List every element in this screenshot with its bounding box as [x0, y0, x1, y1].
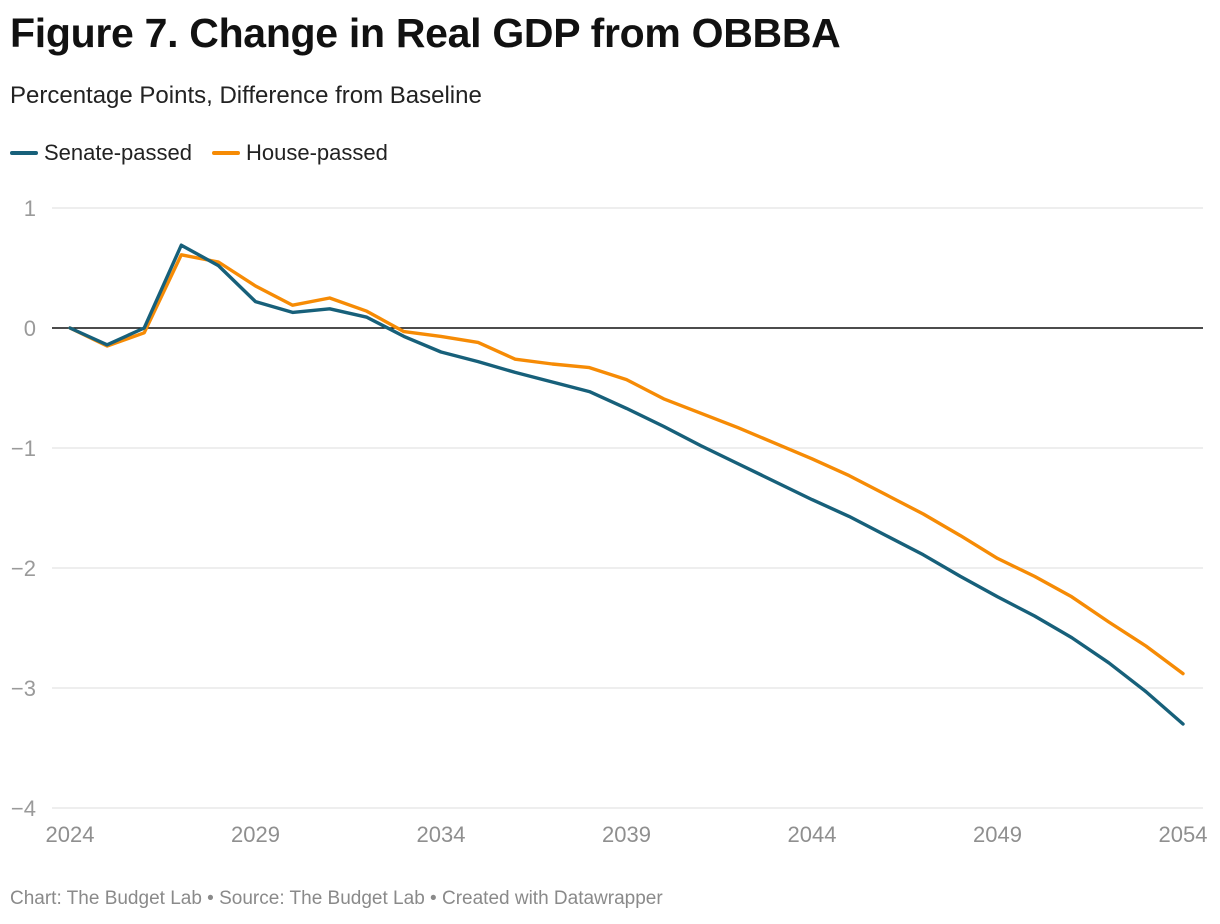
data-point-senate[interactable] — [956, 572, 964, 580]
footer-chart-credit: Chart: The Budget Lab — [10, 888, 202, 909]
data-point-senate[interactable] — [585, 388, 593, 396]
y-tick-label: −2 — [11, 556, 36, 581]
data-point-house[interactable] — [585, 364, 593, 372]
data-point-senate[interactable] — [697, 442, 705, 450]
data-point-house[interactable] — [919, 510, 927, 518]
series-lines — [66, 241, 1187, 728]
x-tick-label: 2039 — [602, 822, 651, 847]
y-tick-label: 1 — [24, 196, 36, 221]
chart-title: Figure 7. Change in Real GDP from OBBBA — [10, 10, 841, 56]
data-point-house[interactable] — [474, 338, 482, 346]
data-point-house[interactable] — [882, 491, 890, 499]
data-point-house[interactable] — [845, 472, 853, 480]
data-point-senate[interactable] — [1031, 612, 1039, 620]
y-tick-label: −4 — [11, 796, 36, 821]
data-point-senate[interactable] — [919, 551, 927, 559]
data-point-senate[interactable] — [771, 478, 779, 486]
data-point-senate[interactable] — [252, 298, 260, 306]
data-point-senate[interactable] — [734, 460, 742, 468]
footer-source: Source: The Budget Lab — [219, 888, 425, 909]
data-point-senate[interactable] — [808, 496, 816, 504]
legend-swatch-house — [212, 151, 240, 155]
x-tick-label: 2054 — [1159, 822, 1208, 847]
legend-swatch-senate — [10, 151, 38, 155]
legend-item-senate[interactable]: Senate-passed — [10, 140, 192, 166]
data-point-senate[interactable] — [437, 348, 445, 356]
data-point-house[interactable] — [1068, 593, 1076, 601]
data-point-senate[interactable] — [548, 378, 556, 386]
data-point-senate[interactable] — [1142, 688, 1150, 696]
data-point-senate[interactable] — [400, 332, 408, 340]
data-point-house[interactable] — [771, 439, 779, 447]
chart-subtitle: Percentage Points, Difference from Basel… — [10, 82, 482, 109]
footer-separator: • — [201, 888, 220, 909]
data-point-senate[interactable] — [1068, 634, 1076, 642]
x-tick-label: 2049 — [973, 822, 1022, 847]
y-tick-label: −3 — [11, 676, 36, 701]
x-tick-label: 2034 — [417, 822, 466, 847]
data-point-house[interactable] — [1179, 670, 1187, 678]
data-point-house[interactable] — [808, 455, 816, 463]
data-point-house[interactable] — [956, 532, 964, 540]
data-point-senate[interactable] — [511, 368, 519, 376]
data-point-senate[interactable] — [660, 422, 668, 430]
data-point-senate[interactable] — [882, 532, 890, 540]
data-point-house[interactable] — [734, 424, 742, 432]
line-chart: 1 0 −1 −2 −3 −4 2024 2029 2034 2039 2044 2049 2054 — [11, 196, 1208, 847]
gridlines — [52, 207, 1203, 809]
x-axis-ticks: 2024 2029 2034 2039 2044 2049 2054 — [46, 822, 1208, 847]
x-tick-label: 2024 — [46, 822, 95, 847]
legend-label-senate: Senate-passed — [44, 140, 192, 165]
data-point-senate[interactable] — [623, 404, 631, 412]
datawrapper-link[interactable]: Created with Datawrapper — [441, 888, 663, 909]
data-point-house[interactable] — [548, 360, 556, 368]
legend-label-house: House-passed — [246, 140, 388, 165]
data-point-senate[interactable] — [140, 324, 148, 332]
x-tick-label: 2029 — [231, 822, 280, 847]
data-point-senate[interactable] — [1179, 720, 1187, 728]
data-point-house[interactable] — [437, 332, 445, 340]
data-point-house[interactable] — [252, 282, 260, 290]
footer-separator: • — [424, 888, 442, 909]
data-point-house[interactable] — [1031, 572, 1039, 580]
data-point-house[interactable] — [1142, 642, 1150, 650]
data-point-senate[interactable] — [845, 512, 853, 520]
data-point-senate[interactable] — [363, 313, 371, 321]
data-point-senate[interactable] — [103, 341, 111, 349]
data-point-house[interactable] — [697, 409, 705, 417]
data-point-house[interactable] — [289, 301, 297, 309]
y-tick-label: −1 — [11, 436, 36, 461]
data-point-senate[interactable] — [1105, 659, 1113, 667]
legend-item-house[interactable]: House-passed — [212, 140, 388, 166]
series-line-senate[interactable] — [68, 243, 1185, 726]
y-axis-ticks: 1 0 −1 −2 −3 −4 — [11, 196, 36, 821]
x-tick-label: 2044 — [788, 822, 837, 847]
data-point-senate[interactable] — [289, 308, 297, 316]
series-line-house[interactable] — [68, 253, 1185, 676]
y-tick-label: 0 — [24, 316, 36, 341]
data-point-house[interactable] — [326, 294, 334, 302]
data-point-senate[interactable] — [66, 324, 74, 332]
data-point-senate[interactable] — [474, 358, 482, 366]
data-point-house[interactable] — [623, 376, 631, 384]
data-point-senate[interactable] — [214, 262, 222, 270]
data-point-house[interactable] — [511, 355, 519, 363]
data-point-senate[interactable] — [177, 241, 185, 249]
data-point-house[interactable] — [994, 554, 1002, 562]
data-point-senate[interactable] — [326, 305, 334, 313]
legend: Senate-passed House-passed — [10, 140, 388, 166]
data-point-senate[interactable] — [994, 593, 1002, 601]
data-point-house[interactable] — [660, 395, 668, 403]
data-point-house[interactable] — [1105, 618, 1113, 626]
chart-footer: Chart: The Budget Lab • Source: The Budg… — [10, 888, 663, 910]
